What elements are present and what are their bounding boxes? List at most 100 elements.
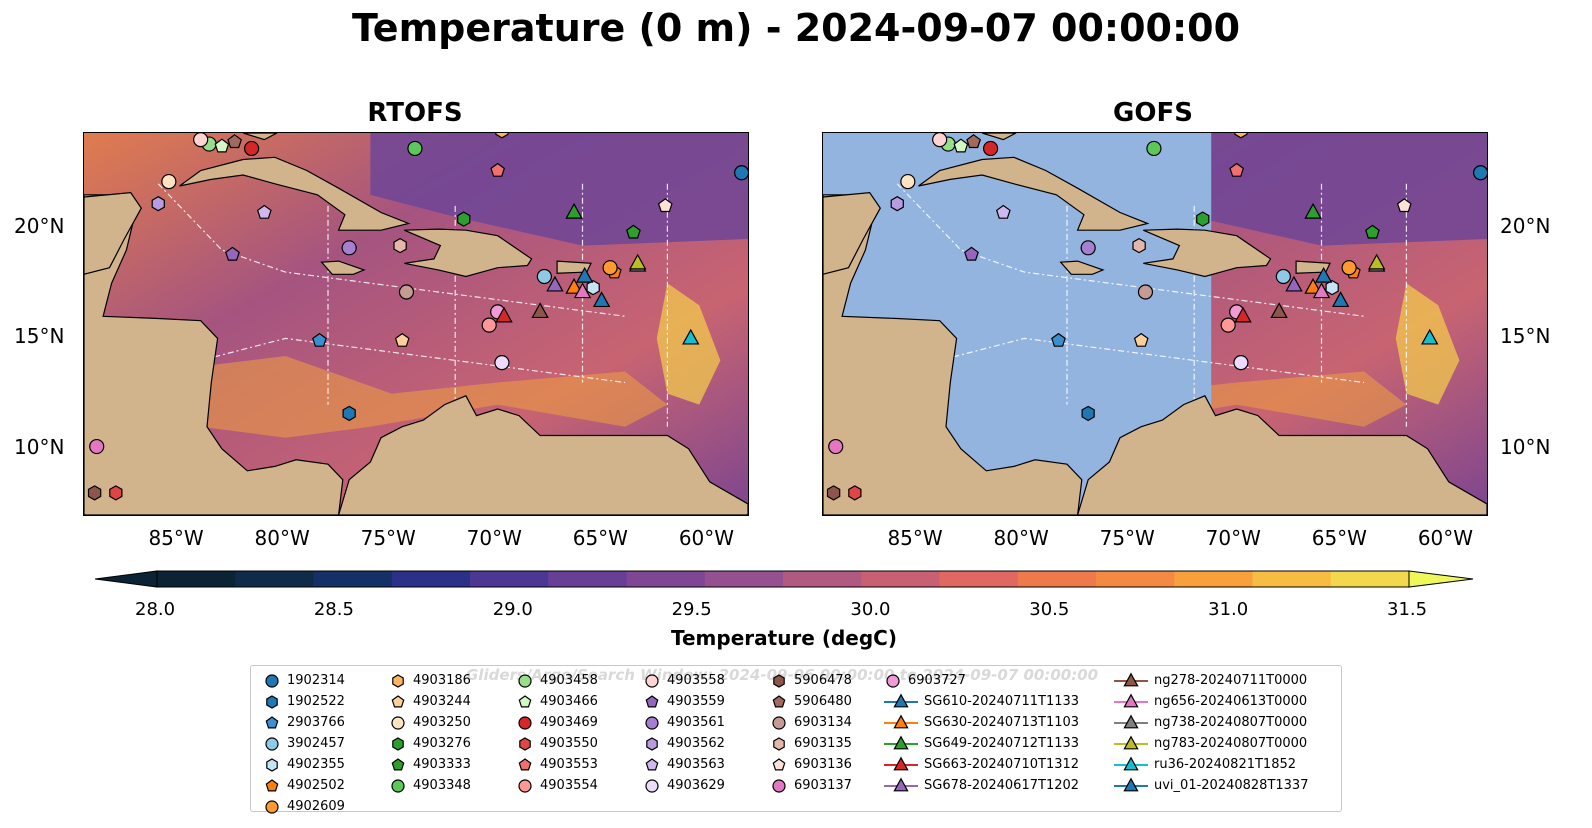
colorbar-bin-11 (1017, 571, 1097, 587)
legend-label: ng656-20240613T0000 (1154, 694, 1308, 709)
legend-watermark: Gliders/Argo/Search Window: 2024-09-06 0… (466, 666, 1099, 684)
ocean-warm-band (158, 356, 668, 438)
legend-label: 4903244 (413, 694, 471, 709)
map-marker-SG678-20240617T1202 (546, 275, 564, 292)
legend-label: 5906478 (794, 673, 852, 688)
map-marker-6903137 (828, 438, 844, 455)
legend-column-1: 4903186 4903244 4903250 4903276 4903333 49033… (389, 670, 471, 796)
legend-marker-pentagon-icon (391, 757, 405, 770)
map-marker-SG630-20240713T1103 (1304, 277, 1322, 294)
map-marker-6903135 (393, 237, 407, 254)
lon-tick-rtofs-0: 85°W (148, 526, 204, 550)
legend-marker-circle-icon (645, 673, 659, 688)
legend-item: 5906480 (770, 691, 852, 712)
colorbar-tick-5: 30.5 (1029, 599, 1070, 620)
land-cuba (918, 156, 1150, 231)
legend-label: 4903559 (667, 694, 725, 709)
legend-label: 4903250 (413, 715, 471, 730)
map-marker-SG649-20240712T1133 (565, 202, 583, 219)
legend-item: 4902609 (263, 796, 345, 817)
lon-tick-gofs-4: 65°W (1311, 526, 1367, 550)
legend-item: 4902502 (263, 775, 345, 796)
figure-title: Temperature (0 m) - 2024-09-07 00:00:00 (351, 6, 1241, 50)
panel-title-rtofs: RTOFS (367, 98, 463, 128)
colorbar-tick-7: 31.5 (1387, 599, 1428, 620)
legend-marker-circle-icon (645, 715, 659, 730)
legend-label: 4903554 (540, 778, 598, 793)
map-marker-4903550 (109, 485, 123, 501)
legend-marker-triangle-icon (1114, 672, 1148, 686)
map-marker-SG649-20240712T1133 (1304, 202, 1322, 219)
land-hispaniola (1143, 228, 1272, 278)
lon-tick-rtofs-1: 80°W (254, 526, 310, 550)
legend-item: 4903333 (389, 754, 471, 775)
map-marker-4903561 (341, 240, 357, 256)
map-marker-4903563 (995, 204, 1011, 219)
map-marker-4903629 (1233, 355, 1249, 371)
map-marker-4903561 (1080, 240, 1096, 256)
map-marker-ng656-20240613T0000 (1312, 282, 1331, 299)
legend-item: 4903561 (643, 712, 725, 733)
map-marker-4902609 (602, 260, 618, 276)
map-marker-1902314 (1473, 165, 1487, 181)
legend-marker-pentagon-icon (265, 778, 279, 791)
map-marker-ng656-20240613T0000 (573, 282, 592, 299)
legend-label: 4903348 (413, 778, 471, 793)
map-marker-4903558 (193, 133, 209, 148)
colorbar-bin-0 (157, 571, 236, 587)
map-marker-uvi_01-20240828T1337 (592, 291, 611, 308)
legend-label: 6903137 (794, 778, 852, 793)
legend-marker-pentagon-icon (772, 694, 786, 707)
map-marker-4902355 (586, 279, 600, 296)
land-hispaniola (404, 228, 533, 278)
legend-label: uvi_01-20240828T1337 (1154, 778, 1309, 793)
land-florida-tip (242, 133, 278, 141)
colorbar-tick-2: 29.0 (492, 599, 533, 620)
legend-label: SG663-20240710T1312 (924, 757, 1080, 772)
colorbar-bin-9 (861, 571, 940, 587)
legend-item: 1902522 (263, 691, 345, 712)
map-marker-4903559 (964, 246, 979, 261)
map-marker-6903136 (657, 198, 673, 213)
legend-item: 4903563 (643, 754, 725, 775)
map-svg-gofs (823, 133, 1487, 515)
map-marker-4902355 (1325, 279, 1339, 296)
map-marker-4903466 (214, 138, 230, 153)
colorbar-extend-low (95, 570, 158, 588)
legend-item: 4903558 (643, 670, 725, 691)
colorbar-bin-5 (548, 571, 627, 587)
map-marker-3902457 (1275, 268, 1291, 285)
map-marker-ng278-20240711T0000 (531, 302, 549, 319)
map-marker-6903136 (1396, 198, 1412, 213)
land-yucatan (823, 191, 882, 275)
legend-label: 2903766 (287, 715, 345, 730)
legend-marker-pentagon-icon (645, 694, 659, 707)
map-marker-5906480 (966, 134, 982, 149)
map-marker-4902609 (1341, 260, 1357, 276)
map-marker-4903629 (494, 355, 510, 371)
map-marker-4903186 (1234, 133, 1248, 139)
lon-tick-gofs-0: 85°W (887, 526, 943, 550)
colorbar (95, 570, 1474, 588)
legend-marker-triangle-icon (884, 693, 918, 707)
legend-marker-circle-icon (391, 715, 405, 730)
legend-item: 2903766 (263, 712, 345, 733)
map-marker-4903250 (900, 173, 916, 190)
legend-marker-hexagon-icon (266, 757, 278, 772)
colorbar-tick-3: 29.5 (671, 599, 712, 620)
colorbar-label: Temperature (degC) (671, 626, 897, 650)
land-cuba (179, 156, 411, 231)
legend-label: 4903469 (540, 715, 598, 730)
lon-tick-gofs-3: 70°W (1205, 526, 1261, 550)
legend-label: ng738-20240807T0000 (1154, 715, 1308, 730)
map-marker-4903558 (932, 133, 948, 148)
map-marker-1902522 (1081, 405, 1095, 422)
legend-label: SG678-20240617T1202 (924, 778, 1080, 793)
lon-tick-rtofs-5: 60°W (678, 526, 735, 550)
legend-marker-circle-icon (772, 715, 786, 730)
map-marker-ru36-20240821T1852 (682, 328, 700, 345)
land-jamaica (320, 260, 366, 275)
legend-marker-pentagon-icon (391, 694, 405, 707)
legend-label: 6903136 (794, 757, 852, 772)
legend-label: SG630-20240713T1103 (924, 715, 1080, 730)
